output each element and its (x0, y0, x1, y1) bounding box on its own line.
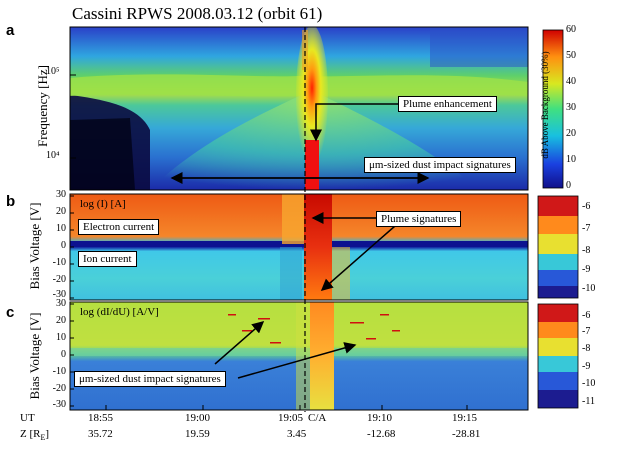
colorbar-a-tick: 0 (566, 180, 571, 191)
colorbar-c-tick: -11 (582, 396, 595, 407)
panel-a-ytick-1e5: 10⁵ (46, 66, 60, 77)
xtick-z: 3.45 (287, 428, 307, 440)
xtick-z: -12.68 (367, 428, 396, 440)
panel-b-ytick: 20 (56, 206, 66, 217)
panel-b-label: b (6, 193, 16, 210)
panel-b-ytick: 30 (56, 189, 66, 200)
panel-c-ytick: -10 (52, 366, 66, 377)
colorbar-c-tick: -10 (582, 378, 596, 389)
xtick-ut: 19:15 (452, 412, 478, 424)
colorbar-b-tick: -6 (582, 201, 591, 212)
colorbar-a-tick: 50 (566, 50, 576, 61)
panel-c-ytick: 20 (56, 315, 66, 326)
annotation-dust-a: μm-sized dust impact signatures (364, 157, 516, 173)
panel-c-ytick: 10 (56, 332, 66, 343)
annotation-ion-current: Ion current (78, 251, 137, 267)
colorbar-c-tick: -6 (582, 310, 591, 321)
panel-b-ytick: -20 (52, 274, 66, 285)
panel-b-spectrogram (70, 194, 528, 300)
colorbar-a-tick: 10 (566, 154, 576, 165)
panel-c-inner-title: log (dI/dU) [A/V] (80, 306, 159, 318)
xtick-ut: 19:10 (367, 412, 393, 424)
xtick-ut: 18:55 (88, 412, 114, 424)
annotation-electron-current: Electron current (78, 219, 160, 235)
colorbar-c-tick: -9 (582, 361, 591, 372)
colorbar-a-tick: 40 (566, 76, 576, 87)
panel-c-label: c (6, 304, 15, 321)
panel-a-ytick-1e4: 10⁴ (46, 150, 60, 161)
colorbar-b (537, 195, 579, 299)
xtick-ut: 19:05 (278, 412, 304, 424)
xtick-z: 35.72 (88, 428, 113, 440)
panel-b-ytick: -10 (52, 257, 66, 268)
colorbar-a-tick: 20 (566, 128, 576, 139)
ca-label: C/A (308, 412, 327, 424)
colorbar-a-tick: 60 (566, 24, 576, 35)
colorbar-a-label: dB Above Background (30%) (540, 51, 550, 159)
ut-label: UT (20, 412, 35, 424)
colorbar-c (537, 303, 579, 409)
panel-b-ytick: 10 (56, 223, 66, 234)
colorbar-b-tick: -10 (582, 283, 596, 294)
colorbar-c-tick: -7 (582, 326, 591, 337)
z-label: Z [RE] (20, 428, 50, 443)
colorbar-b-tick: -8 (582, 245, 591, 256)
figure-title: Cassini RPWS 2008.03.12 (orbit 61) (72, 4, 323, 23)
panel-c-ytick: 0 (61, 349, 66, 360)
panel-c-ytick: 30 (56, 298, 66, 309)
panel-b-ytick: -30 (52, 289, 66, 300)
colorbar-c-tick: -8 (582, 343, 591, 354)
annotation-dust-c: μm-sized dust impact signatures (74, 371, 226, 387)
colorbar-b-tick: -9 (582, 264, 591, 275)
annotation-plume-enhancement: Plume enhancement (398, 96, 497, 112)
panel-c-spectrogram (70, 302, 528, 410)
colorbar-b-tick: -7 (582, 223, 591, 234)
xtick-ut: 19:00 (185, 412, 211, 424)
panel-c-ytick: -20 (52, 383, 66, 394)
panel-b-ytick: 0 (61, 240, 66, 251)
annotation-plume-signatures: Plume signatures (376, 211, 462, 227)
xtick-z: -28.81 (452, 428, 481, 440)
panel-a-label: a (6, 22, 15, 39)
panel-c-ytick: -30 (52, 399, 66, 410)
xtick-z: 19.59 (185, 428, 210, 440)
panel-b-inner-title: log (I) [A] (80, 198, 126, 210)
colorbar-a-tick: 30 (566, 102, 576, 113)
